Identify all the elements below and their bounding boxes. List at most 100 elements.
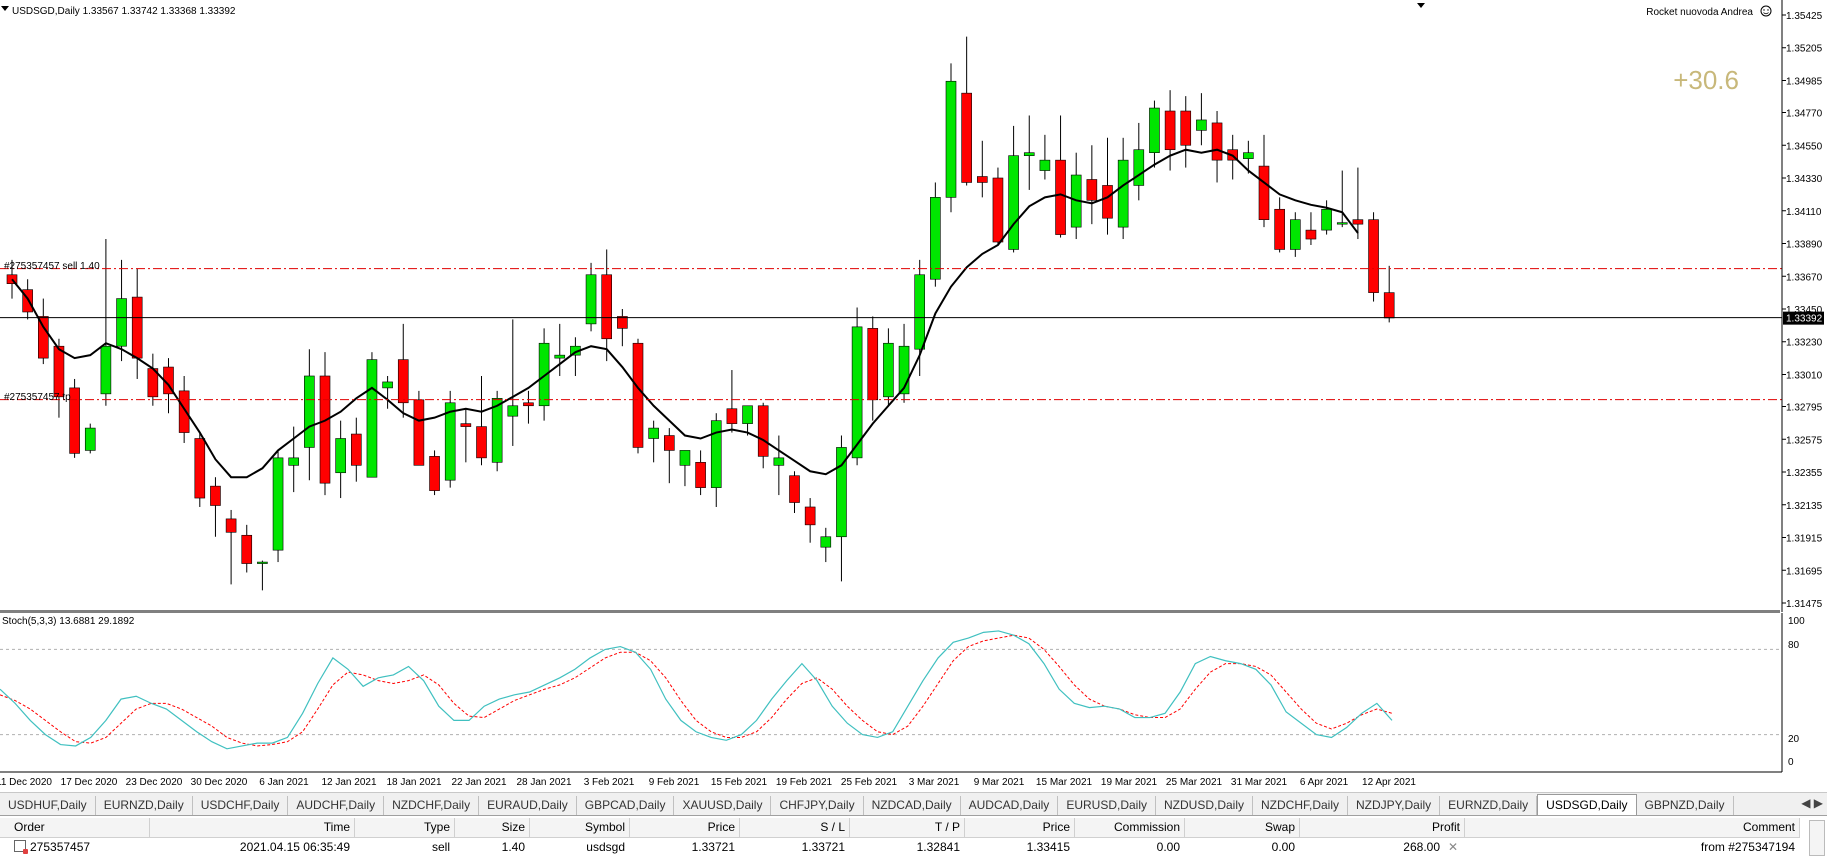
date-tick-label: 28 Jan 2021 bbox=[516, 777, 571, 788]
candle bbox=[976, 140, 988, 198]
col-time-header[interactable]: Time bbox=[150, 818, 355, 837]
candle bbox=[679, 450, 691, 487]
tab-usdsgd-daily[interactable]: USDSGD,Daily bbox=[1537, 794, 1637, 815]
tab-eurnzd-daily[interactable]: EURNZD,Daily bbox=[1440, 796, 1538, 815]
candle bbox=[319, 352, 331, 496]
candle bbox=[1039, 134, 1051, 180]
candle bbox=[992, 167, 1004, 245]
tab-eurusd-daily[interactable]: EURUSD,Daily bbox=[1058, 796, 1156, 815]
candle bbox=[820, 527, 832, 563]
col-comment-header[interactable]: Comment bbox=[1465, 818, 1800, 837]
tab-usdhuf-daily[interactable]: USDHUF,Daily bbox=[0, 796, 96, 815]
candle bbox=[225, 509, 237, 585]
tab-euraud-daily[interactable]: EURAUD,Daily bbox=[479, 796, 577, 815]
price-tick-label: 1.32355 bbox=[1786, 468, 1823, 479]
candle bbox=[116, 259, 127, 362]
candle bbox=[366, 352, 378, 478]
candle bbox=[710, 413, 722, 507]
table-row[interactable]: 275357457 2021.04.15 06:35:49 sell 1.40 … bbox=[0, 838, 1800, 857]
date-tick-label: 18 Jan 2021 bbox=[386, 777, 441, 788]
tab-eurnzd-daily[interactable]: EURNZD,Daily bbox=[96, 796, 193, 815]
tab-nzdcad-daily[interactable]: NZDCAD,Daily bbox=[864, 796, 961, 815]
candle bbox=[601, 249, 613, 362]
candle bbox=[460, 408, 472, 463]
candles bbox=[6, 36, 1395, 591]
tab-xauusd-daily[interactable]: XAUUSD,Daily bbox=[674, 796, 772, 815]
time-axis: 11 Dec 2020 17 Dec 2020 23 Dec 2020 30 Dec … bbox=[0, 777, 1416, 788]
order-tp[interactable]: 1.32841 bbox=[916, 840, 960, 854]
tab-audcad-daily[interactable]: AUDCAD,Daily bbox=[961, 796, 1059, 815]
col-order-header[interactable]: Order bbox=[0, 818, 150, 837]
order-symbol: usdsgd bbox=[586, 840, 625, 854]
tab-nzdusd-daily[interactable]: NZDUSD,Daily bbox=[1156, 796, 1254, 815]
col-price-header[interactable]: Price bbox=[630, 818, 740, 837]
stoch-main-line bbox=[0, 630, 1393, 750]
tab-usdchf-daily[interactable]: USDCHF,Daily bbox=[193, 796, 289, 815]
tab-chfjpy-daily[interactable]: CHFJPY,Daily bbox=[771, 796, 864, 815]
date-tick-label: 25 Feb 2021 bbox=[841, 777, 898, 788]
candle bbox=[1352, 167, 1364, 240]
date-tick-label: 15 Mar 2021 bbox=[1036, 777, 1093, 788]
tab-gbpcad-daily[interactable]: GBPCAD,Daily bbox=[577, 796, 675, 815]
candle bbox=[945, 63, 957, 213]
terminal-scrollbar[interactable] bbox=[1809, 820, 1825, 856]
date-tick-label: 31 Mar 2021 bbox=[1231, 777, 1288, 788]
stochastic-panel[interactable]: Stoch(5,3,3) 13.6881 29.1892 100 80 20 0 bbox=[0, 613, 1827, 773]
price-tick-label: 1.35425 bbox=[1786, 11, 1823, 22]
tab-gbpnzd-daily[interactable]: GBPNZD,Daily bbox=[1637, 796, 1734, 815]
price-tick-label: 1.34550 bbox=[1786, 141, 1823, 152]
candle bbox=[585, 262, 597, 332]
candle bbox=[663, 428, 675, 484]
price-tick-label: 1.33230 bbox=[1786, 338, 1823, 349]
svg-text:1.33392: 1.33392 bbox=[1786, 314, 1823, 325]
order-sl[interactable]: 1.33721 bbox=[801, 840, 845, 854]
tab-nzdchf-daily[interactable]: NZDCHF,Daily bbox=[384, 796, 480, 815]
date-tick-label: 17 Dec 2020 bbox=[61, 777, 118, 788]
date-tick-label: 19 Feb 2021 bbox=[776, 777, 833, 788]
col-price-current-header[interactable]: Price bbox=[965, 818, 1075, 837]
date-tick-label: 12 Jan 2021 bbox=[321, 777, 376, 788]
order-comment: from #275347194 bbox=[1700, 840, 1795, 854]
candle bbox=[804, 498, 816, 543]
chart-header: USDSGD,Daily 1.33567 1.33742 1.33368 1.3… bbox=[12, 6, 236, 17]
col-swap-header[interactable]: Swap bbox=[1185, 818, 1300, 837]
price-tick-label: 1.32795 bbox=[1786, 403, 1823, 414]
candle bbox=[961, 36, 972, 186]
price-chart[interactable]: #275357457 sell 1.40 #275357457 tp USDSG… bbox=[0, 0, 1827, 612]
tab-audchf-daily[interactable]: AUDCHF,Daily bbox=[288, 796, 385, 815]
candle bbox=[1149, 100, 1160, 168]
col-sl-header[interactable]: S / L bbox=[740, 818, 850, 837]
candle bbox=[413, 390, 425, 466]
order-open-price: 1.33721 bbox=[691, 840, 735, 854]
order-time: 2021.04.15 06:35:49 bbox=[239, 840, 350, 854]
order-profit: 268.00 bbox=[1403, 840, 1440, 854]
chart-shift-marker-icon[interactable] bbox=[1417, 3, 1425, 8]
terminal-header-row: Order Time Type Size Symbol Price S / L … bbox=[0, 818, 1800, 838]
candle bbox=[1023, 115, 1035, 190]
col-profit-header[interactable]: Profit bbox=[1300, 818, 1465, 837]
col-tp-header[interactable]: T / P bbox=[850, 818, 965, 837]
col-commission-header[interactable]: Commission bbox=[1075, 818, 1185, 837]
close-order-icon[interactable]: ✕ bbox=[1448, 840, 1459, 854]
col-symbol-header[interactable]: Symbol bbox=[530, 818, 630, 837]
candle bbox=[1102, 137, 1113, 235]
tab-scroll-arrows[interactable]: ◀ ▶ bbox=[1801, 796, 1823, 810]
col-size-header[interactable]: Size bbox=[455, 818, 530, 837]
date-tick-label: 23 Dec 2020 bbox=[126, 777, 183, 788]
candle bbox=[617, 309, 628, 347]
smiley-icon[interactable] bbox=[1760, 5, 1772, 17]
candle bbox=[1008, 125, 1019, 253]
price-tick-label: 1.31915 bbox=[1786, 534, 1823, 545]
price-tick-label: 1.35205 bbox=[1786, 44, 1823, 55]
price-tick-label: 1.31475 bbox=[1786, 599, 1823, 610]
candle bbox=[241, 524, 253, 573]
profit-overlay: +30.6 bbox=[1673, 65, 1739, 95]
col-type-header[interactable]: Type bbox=[355, 818, 455, 837]
candle bbox=[1133, 122, 1145, 201]
tab-nzdchf-daily[interactable]: NZDCHF,Daily bbox=[1253, 796, 1349, 815]
candle bbox=[429, 450, 440, 496]
date-tick-label: 22 Jan 2021 bbox=[451, 777, 506, 788]
tab-nzdjpy-daily[interactable]: NZDJPY,Daily bbox=[1348, 796, 1441, 815]
stoch-background bbox=[0, 613, 1782, 772]
panel-separator[interactable] bbox=[0, 610, 1780, 613]
